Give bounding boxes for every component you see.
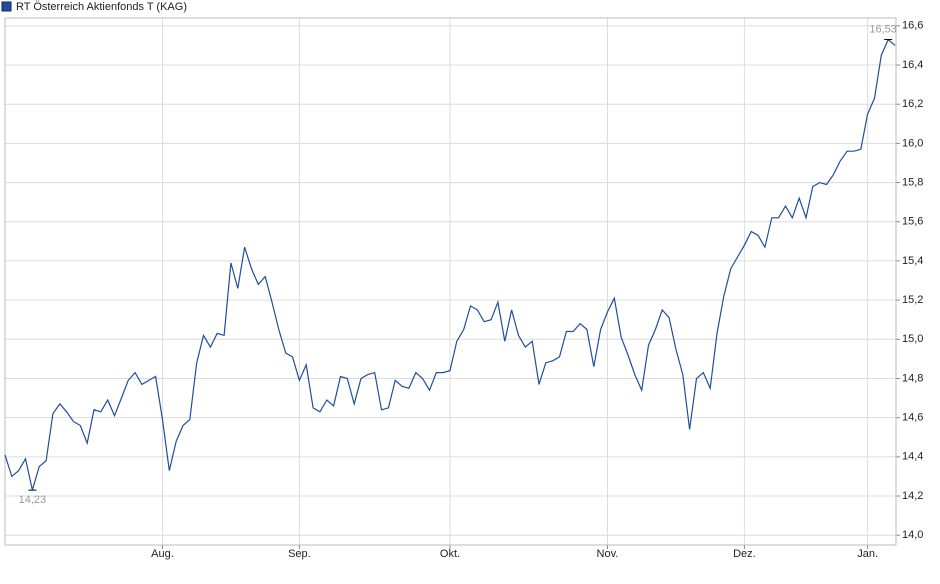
plot-frame (4, 17, 897, 546)
y-tick-label: 15,4 (902, 255, 923, 267)
y-tick-label: 14,6 (902, 412, 923, 424)
y-tick-label: 15,6 (902, 216, 923, 228)
y-tick-label: 16,0 (902, 137, 923, 149)
y-tick-label: 16,6 (902, 20, 923, 32)
annotation: 16,53 (869, 23, 897, 35)
y-tick-label: 14,4 (902, 451, 923, 463)
y-tick-label: 15,2 (902, 294, 923, 306)
x-tick-label: Dez. (733, 548, 756, 560)
x-tick-label: Sep. (288, 548, 311, 560)
legend-label: RT Österreich Aktienfonds T (KAG) (16, 1, 187, 13)
x-tick-label: Nov. (597, 548, 619, 560)
y-tick-label: 14,8 (902, 372, 923, 384)
x-tick-label: Jan. (857, 548, 878, 560)
y-tick-label: 16,4 (902, 59, 923, 71)
x-tick-label: Okt. (440, 548, 460, 560)
line-series (4, 38, 896, 491)
y-tick-label: 15,0 (902, 333, 923, 345)
y-tick-label: 15,8 (902, 176, 923, 188)
legend-swatch (1, 1, 12, 12)
annotation: 14,23 (19, 494, 47, 506)
y-tick-label: 16,2 (902, 98, 923, 110)
x-tick-label: Aug. (151, 548, 174, 560)
y-tick-label: 14,2 (902, 490, 923, 502)
y-tick-label: 14,0 (902, 529, 923, 541)
